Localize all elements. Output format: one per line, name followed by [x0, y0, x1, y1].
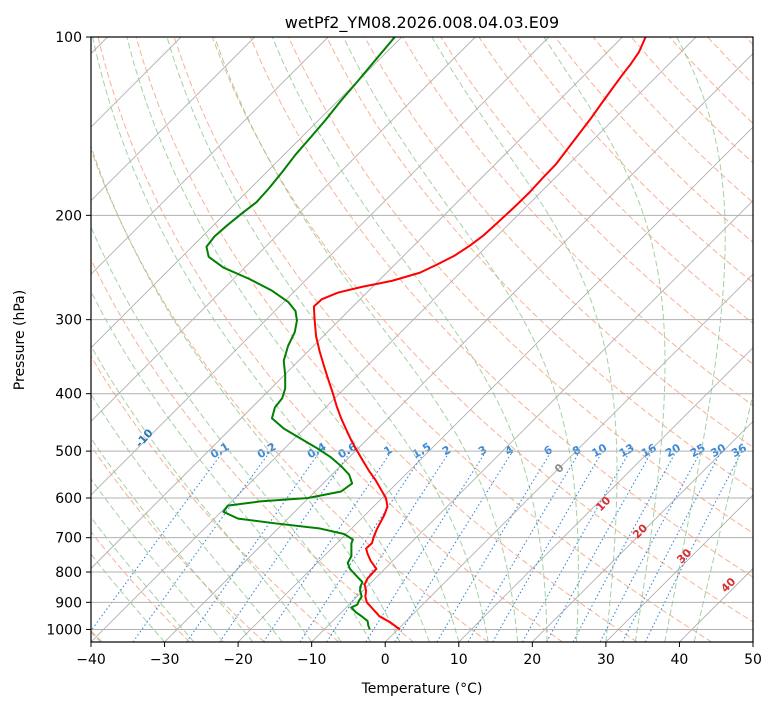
dewpoint-profile-line — [205, 37, 396, 630]
dry-adiabat-line — [91, 355, 340, 642]
y-axis-title: Pressure (hPa) — [12, 290, 28, 390]
moist-adiabat-line — [91, 553, 165, 642]
dry-adiabat-line — [97, 37, 563, 642]
isotherm-line — [237, 126, 753, 642]
y-tick-label: 700 — [55, 531, 82, 547]
x-tick-label: −10 — [297, 652, 327, 668]
dry-adiabat-line — [91, 445, 265, 642]
x-tick-label: 10 — [450, 652, 468, 668]
moist-adiabat-line — [91, 478, 224, 642]
mixing-ratio-line — [132, 450, 271, 642]
isotherm-line — [91, 37, 550, 496]
dry-adiabat-line — [440, 37, 753, 365]
x-axis-title: Temperature (°C) — [361, 681, 483, 697]
mixing-ratio-line — [91, 450, 224, 632]
moist-adiabat-line — [664, 37, 726, 642]
moist-adiabat-line — [431, 37, 618, 642]
dry-adiabat-line — [91, 531, 191, 642]
mixing-ratio-line — [263, 450, 392, 642]
mixing-ratio-line — [572, 450, 677, 642]
y-tick-label: 900 — [55, 595, 82, 611]
y-tick-label: 300 — [55, 313, 82, 329]
x-tick-label: 40 — [670, 652, 688, 668]
isotherm-line — [532, 420, 753, 642]
moist-adiabat-line — [91, 437, 254, 642]
isotherm-line — [384, 273, 753, 642]
isotherm-line — [164, 52, 753, 642]
dry-adiabat-line — [287, 37, 753, 534]
x-tick-label: 20 — [523, 652, 541, 668]
plot-frame — [90, 36, 754, 643]
mixing-ratio-line — [394, 450, 514, 642]
dry-adiabat-line — [91, 148, 489, 642]
dry-adiabat-line — [326, 37, 753, 491]
y-tick-label: 200 — [55, 208, 82, 224]
mixing-ratio-line — [644, 450, 743, 642]
isotherm-line — [91, 37, 329, 275]
dry-adiabat-line — [516, 37, 753, 284]
moist-adiabat-line — [91, 290, 342, 642]
mixing-ratio-line — [546, 450, 653, 642]
dry-adiabat-line — [249, 37, 753, 578]
moist-adiabat-line — [91, 225, 371, 642]
mixing-ratio-line — [326, 450, 451, 642]
mixing-ratio-line — [521, 450, 631, 642]
moist-adiabat-line — [91, 393, 283, 642]
mixing-ratio-line — [219, 450, 352, 642]
x-tick-label: −30 — [150, 652, 180, 668]
x-tick-label: −40 — [76, 652, 106, 668]
moist-adiabat-line — [92, 37, 430, 642]
x-tick-label: 30 — [597, 652, 615, 668]
moist-adiabat-line — [126, 37, 460, 642]
dry-adiabat-line — [173, 37, 713, 642]
isotherm-line — [91, 37, 623, 570]
dry-adiabat-line — [402, 37, 753, 407]
chart-title: wetPf2_YM08.2026.008.04.03.E09 — [285, 13, 559, 33]
moist-adiabat-line — [91, 345, 313, 642]
isotherm-line — [91, 37, 476, 422]
moist-adiabat-line — [166, 37, 489, 642]
moist-adiabat-line — [342, 37, 579, 642]
moist-adiabat-line — [543, 37, 666, 642]
isotherm-line — [91, 37, 697, 642]
mixing-ratio-line — [186, 450, 321, 642]
moist-adiabat-line — [214, 37, 519, 642]
y-tick-label: 400 — [55, 387, 82, 403]
moist-adiabat-line — [91, 144, 401, 642]
y-tick-label: 800 — [55, 565, 82, 581]
moist-adiabat-line — [91, 516, 195, 642]
y-tick-label: 1000 — [46, 622, 82, 638]
temperature-profile-line — [312, 37, 647, 631]
mixing-ratio-line — [299, 450, 426, 642]
x-tick-label: 0 — [381, 652, 390, 668]
y-tick-label: 500 — [55, 444, 82, 460]
x-tick-label: −20 — [223, 652, 253, 668]
dry-adiabat-line — [91, 258, 414, 642]
isotherm-line — [605, 494, 753, 642]
isotherm-line — [91, 37, 403, 349]
x-tick-label: 50 — [744, 652, 762, 668]
isotherm-line — [91, 37, 255, 202]
isotherm-line — [458, 347, 753, 642]
dry-adiabat-line — [211, 37, 753, 623]
y-tick-label: 100 — [55, 30, 82, 46]
y-tick-label: 600 — [55, 491, 82, 507]
